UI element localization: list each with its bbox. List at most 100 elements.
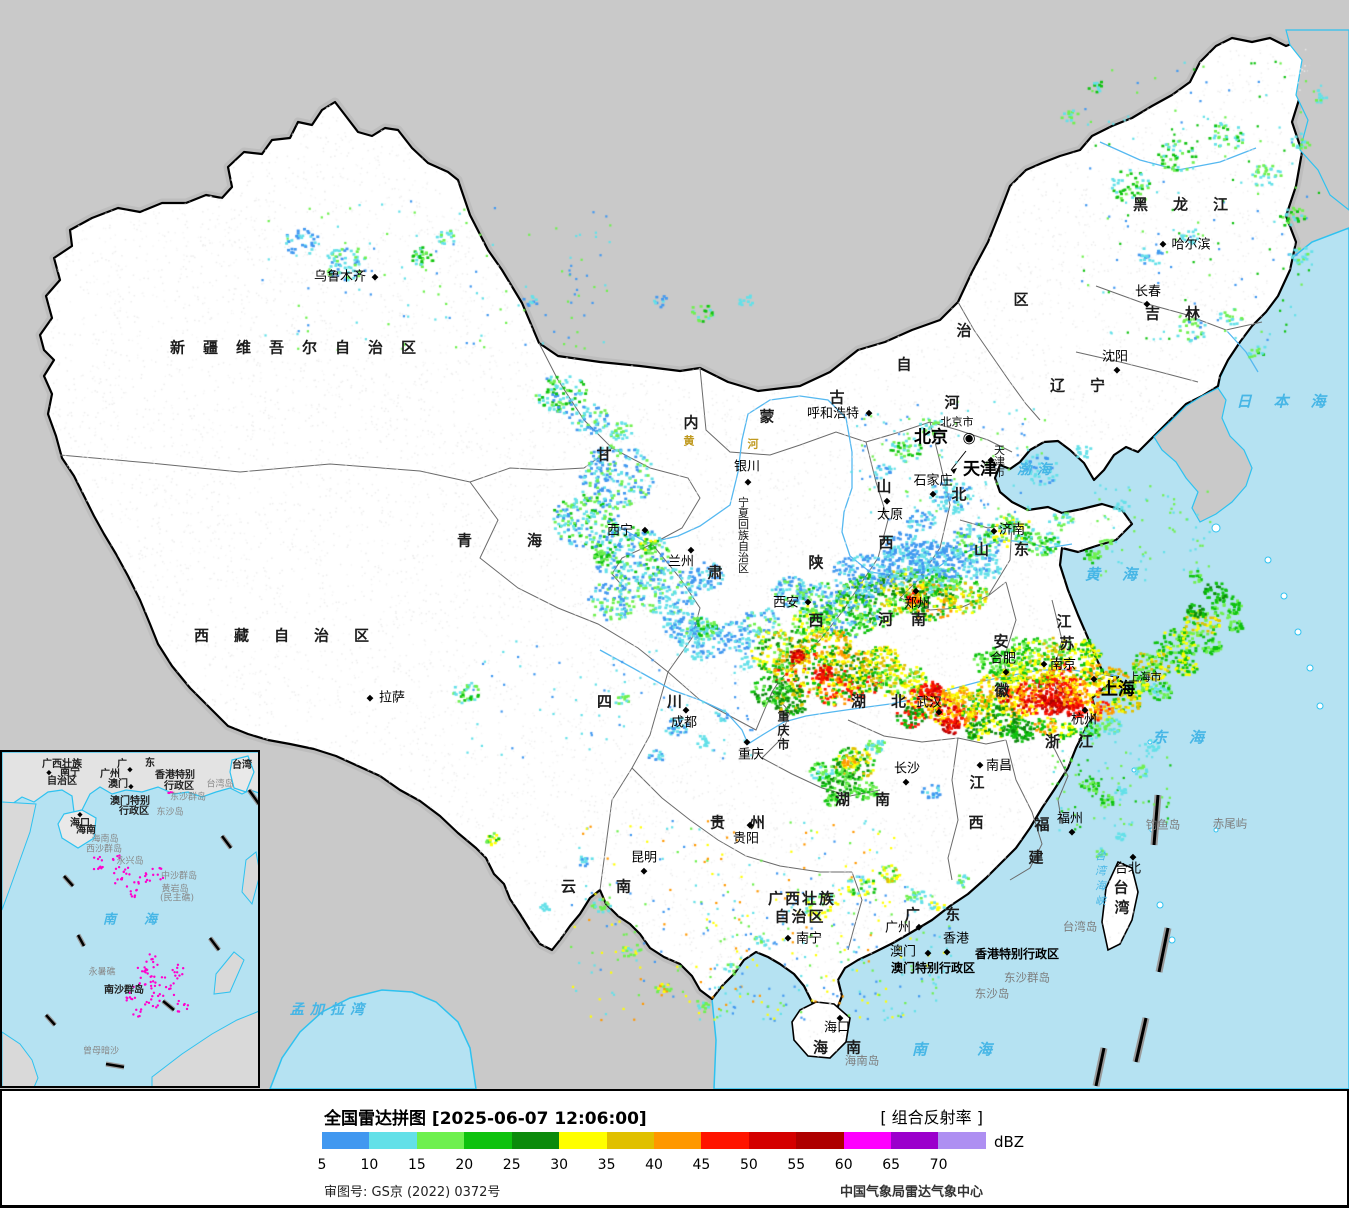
unit-label: dBZ <box>994 1133 1025 1151</box>
inset-nine-dash-segment <box>45 1014 56 1026</box>
city-marker-icon: ◆ <box>987 455 995 466</box>
reflectivity-colorbar <box>322 1132 986 1149</box>
inset-islet-dot <box>116 854 119 858</box>
inset-islet-dot <box>96 857 100 861</box>
city-label: 郑州 <box>903 596 931 612</box>
island-label: 海南岛 <box>844 1053 880 1068</box>
sea-label: 东海 <box>1151 728 1227 747</box>
province-label: 西 <box>968 813 986 832</box>
legend-swatch-70 <box>938 1132 986 1149</box>
city-label: 西宁 <box>606 523 634 539</box>
province-label: 北 <box>951 485 969 504</box>
inset-islet-dot <box>117 865 121 869</box>
province-label: 青海 <box>456 531 598 550</box>
legend-swatch-5 <box>322 1132 370 1149</box>
inset-islet-dot <box>151 980 155 983</box>
inset-islet-dot <box>159 878 162 881</box>
inset-nine-dash-segment <box>105 1062 125 1069</box>
inset-islet-dot <box>148 953 151 956</box>
inset-islet-dot <box>173 971 176 974</box>
inset-islet-dot <box>150 987 153 990</box>
city-marker-icon: ◆ <box>744 477 752 488</box>
inset-islet-dot <box>151 1004 155 1008</box>
city-marker-icon: ◆ <box>924 948 932 959</box>
inset-islet-dot <box>172 982 175 985</box>
legend-tick-label: 65 <box>882 1157 901 1173</box>
inset-islet-dot <box>149 984 153 988</box>
legend-panel: 全国雷达拼图 [2025-06-07 12:06:00] [ 组合反射率 ] 5… <box>0 1089 1349 1208</box>
inset-islet-dot <box>118 856 121 860</box>
city-label: 武汉 <box>915 695 943 711</box>
inset-islet-dot <box>139 1008 143 1011</box>
inset-taiwan-island <box>229 755 255 793</box>
province-label: 辽宁 <box>1049 376 1131 395</box>
inset-islet-dot <box>144 880 148 884</box>
inset-malay <box>2 1031 39 1086</box>
sea-label: 黄海 <box>1084 565 1160 584</box>
province-label: 吉林 <box>1144 304 1226 323</box>
island-label: 赤尾屿 <box>1212 816 1248 831</box>
inset-islet-dot <box>152 966 155 969</box>
city-marker-icon: ◆ <box>990 526 998 537</box>
inset-islet-dot <box>100 867 103 870</box>
city-marker-icon: ◆ <box>640 866 648 877</box>
city-marker-icon: ◆ <box>1129 852 1137 863</box>
legend-tick-label: 25 <box>502 1157 521 1173</box>
city-marker-icon: ◆ <box>371 272 379 283</box>
inset-islet-dot <box>139 1010 142 1013</box>
city-label: 银川 <box>733 459 761 475</box>
inset-islet-dot <box>135 1008 138 1012</box>
sea-label: 南海 <box>911 1040 1043 1059</box>
city-marker-icon: ◆ <box>929 489 937 500</box>
province-label: 自治区 <box>774 907 826 926</box>
city-label-vertical: 天津市 <box>992 444 1006 478</box>
city-label: 哈尔滨 <box>1171 237 1211 253</box>
inset-islet-dot <box>147 1001 151 1005</box>
city-label: 广州 <box>884 920 912 936</box>
city-marker-icon: ◆ <box>1068 827 1076 838</box>
island-label: 东沙岛 <box>974 986 1010 1001</box>
province-label: 陕 <box>808 553 826 572</box>
inset-borneo <box>151 1011 258 1086</box>
inset-islet-dot <box>162 994 165 998</box>
inset-islet-dot <box>129 890 132 893</box>
province-label: 古 <box>829 388 847 407</box>
inset-islet-dot <box>120 878 124 881</box>
province-label: 海南 <box>812 1038 880 1057</box>
capital-marker-icon: ◉ <box>962 428 976 447</box>
province-label: 建 <box>1028 848 1046 867</box>
inset-islet-dot <box>152 991 156 995</box>
inset-islet-dot <box>158 993 162 996</box>
inset-islet-dot <box>136 966 140 970</box>
inset-islet-dot <box>161 876 165 880</box>
product-name: [ 组合反射率 ] <box>880 1108 983 1127</box>
city-label-vertical: 宁夏回族自治区 <box>736 496 750 574</box>
city-label: 成都 <box>670 715 698 731</box>
inset-islet-dot <box>163 976 167 979</box>
city-label: 南京 <box>1049 657 1077 673</box>
inset-islet-dot <box>138 982 141 985</box>
city-label: 拉萨 <box>378 690 406 706</box>
province-label: 江 <box>969 773 987 792</box>
legend-swatch-40 <box>653 1132 702 1149</box>
inset-islet-dot <box>143 1003 147 1006</box>
city-marker-icon: ◆ <box>1143 299 1151 310</box>
city-marker-icon: ◆ <box>804 597 812 608</box>
inset-islet-dot <box>149 980 152 984</box>
inset-islet-dot <box>144 872 148 875</box>
city-marker-icon: ◆ <box>366 693 374 704</box>
city-label: 呼和浩特 <box>806 406 860 422</box>
inset-islet-dot <box>145 1000 148 1004</box>
province-label: 自 <box>896 355 914 374</box>
inset-islet-dot <box>172 993 176 997</box>
inset-islet-dot <box>156 963 159 966</box>
inset-islet-dot <box>118 854 121 857</box>
inset-islet-dot <box>145 960 148 963</box>
inset-islet-dot <box>138 876 142 879</box>
inset-islet-dot <box>176 977 179 980</box>
municipality-label: 重庆市 <box>776 710 790 752</box>
inset-islet-dot <box>116 878 119 881</box>
inset-islet-dot <box>167 791 170 795</box>
province-label: 安 <box>993 632 1011 651</box>
